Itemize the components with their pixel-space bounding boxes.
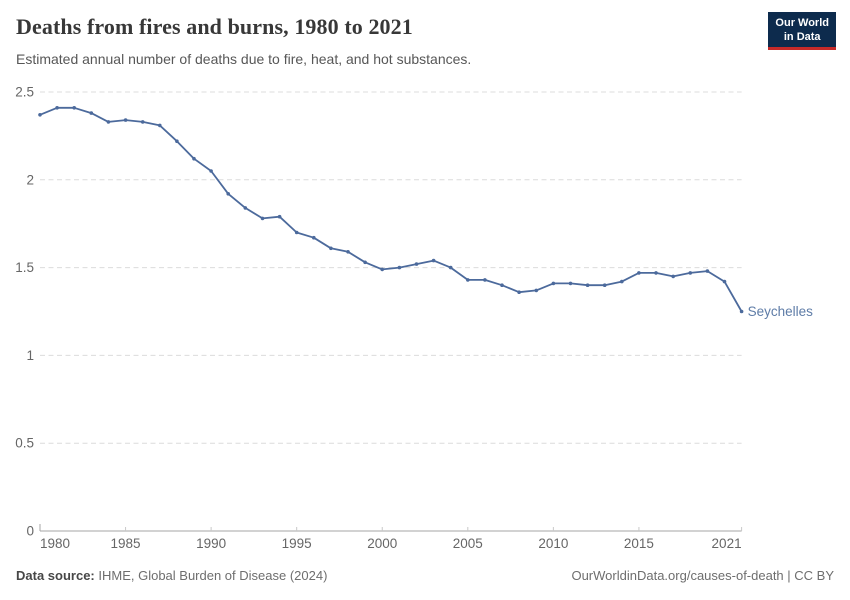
owid-logo[interactable]: Our World in Data	[768, 12, 836, 50]
owid-logo-line2: in Data	[783, 31, 821, 43]
y-axis-label: 0	[26, 524, 34, 539]
data-point[interactable]	[568, 281, 573, 286]
data-point[interactable]	[346, 250, 350, 254]
data-point[interactable]	[585, 283, 590, 288]
x-axis-label: 1995	[282, 536, 312, 551]
data-point[interactable]	[363, 260, 367, 265]
x-axis-label: 1985	[111, 536, 141, 551]
data-point[interactable]	[500, 283, 504, 288]
x-axis-label: 2021	[712, 536, 742, 551]
data-point[interactable]	[140, 120, 145, 124]
data-point[interactable]	[226, 192, 230, 196]
x-axis-label: 2010	[538, 536, 568, 551]
data-point[interactable]	[739, 309, 744, 314]
data-point[interactable]	[243, 206, 248, 210]
data-point[interactable]	[158, 123, 162, 128]
data-point[interactable]	[89, 111, 94, 115]
data-point[interactable]	[671, 274, 675, 279]
data-point[interactable]	[38, 113, 42, 117]
data-point[interactable]	[637, 271, 641, 275]
data-point[interactable]	[448, 265, 453, 270]
data-source-label: Data source:	[16, 568, 95, 583]
data-point[interactable]	[722, 279, 727, 284]
data-point[interactable]	[123, 118, 128, 122]
data-point[interactable]	[72, 106, 76, 110]
data-point[interactable]	[397, 265, 402, 270]
data-point[interactable]	[192, 156, 196, 161]
data-point[interactable]	[414, 262, 419, 266]
data-source-value: IHME, Global Burden of Disease (2024)	[94, 568, 328, 583]
data-point[interactable]	[705, 269, 710, 273]
data-point[interactable]	[55, 106, 59, 110]
chart-subtitle: Estimated annual number of deaths due to…	[16, 51, 472, 67]
data-point[interactable]	[534, 288, 539, 293]
data-point[interactable]	[329, 246, 333, 251]
chart-footer: Data source: IHME, Global Burden of Dise…	[16, 568, 834, 583]
data-point[interactable]	[551, 281, 556, 286]
data-source: Data source: IHME, Global Burden of Dise…	[16, 568, 327, 583]
data-point[interactable]	[517, 290, 521, 295]
data-point[interactable]	[380, 267, 385, 272]
data-point[interactable]	[106, 120, 111, 124]
footer-link[interactable]: OurWorldinData.org/causes-of-death | CC …	[571, 568, 834, 583]
owid-logo-line1: Our World	[775, 17, 829, 29]
data-point[interactable]	[175, 139, 179, 143]
page-title: Deaths from fires and burns, 1980 to 202…	[16, 14, 413, 39]
x-axis-label: 1980	[40, 536, 70, 551]
data-point[interactable]	[688, 271, 693, 275]
data-point[interactable]	[294, 230, 299, 235]
data-point[interactable]	[602, 283, 607, 288]
x-axis-label: 1990	[196, 536, 226, 551]
x-axis-label: 2005	[453, 536, 483, 551]
data-point[interactable]	[620, 279, 624, 284]
y-axis-label: 2.5	[15, 85, 34, 100]
y-axis-label: 1	[26, 348, 34, 363]
data-point[interactable]	[260, 216, 265, 221]
series-entity-label[interactable]: Seychelles	[747, 304, 813, 319]
data-point[interactable]	[277, 214, 282, 219]
x-axis-label: 2000	[367, 536, 397, 551]
data-point[interactable]	[466, 278, 470, 282]
data-point[interactable]	[483, 278, 487, 282]
data-point[interactable]	[312, 235, 316, 240]
x-axis-label: 2015	[624, 536, 654, 551]
trend-line[interactable]	[39, 106, 743, 313]
y-axis-label: 2	[26, 172, 34, 187]
y-axis-label: 0.5	[15, 436, 34, 451]
data-point[interactable]	[209, 169, 213, 173]
y-axis-label: 1.5	[15, 260, 34, 275]
data-point[interactable]	[654, 271, 658, 275]
data-point[interactable]	[431, 258, 436, 263]
